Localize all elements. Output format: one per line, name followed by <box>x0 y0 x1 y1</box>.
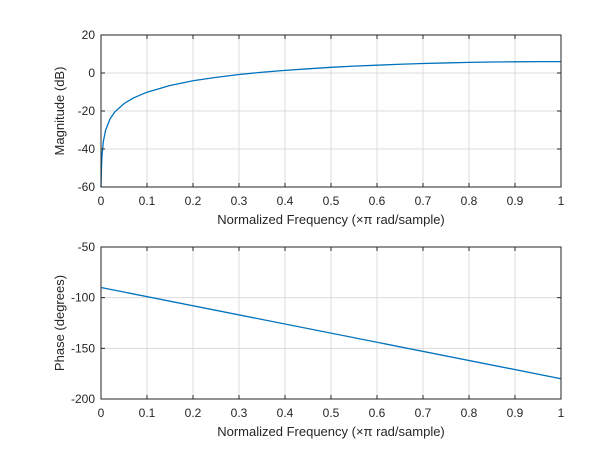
phase-y-tick-label: -100 <box>71 291 95 305</box>
magnitude-y-tick-label: 0 <box>88 66 95 80</box>
phase-x-tick-labels: 0 0.1 0.2 0.3 0.4 0.5 0.6 0.7 0.8 0.9 1 <box>98 406 565 420</box>
magnitude-x-tick-label: 0.9 <box>507 194 524 208</box>
phase-x-tick-label: 0.3 <box>231 406 248 420</box>
magnitude-axes: 0 0.1 0.2 0.3 0.4 0.5 0.6 0.7 0.8 0.9 1 -60 -40 -20 0… <box>52 28 565 227</box>
phase-ticks <box>100 246 562 400</box>
phase-x-tick-label: 0.1 <box>139 406 156 420</box>
phase-x-tick-label: 0.7 <box>415 406 432 420</box>
phase-x-tick-label: 0.8 <box>461 406 478 420</box>
magnitude-x-tick-label: 0.2 <box>185 194 202 208</box>
phase-x-tick-label: 0.2 <box>185 406 202 420</box>
magnitude-x-tick-label: 1 <box>558 194 565 208</box>
magnitude-y-tick-labels: -60 -40 -20 0 20 <box>78 28 96 194</box>
magnitude-x-tick-label: 0.5 <box>323 194 340 208</box>
phase-x-tick-label: 0.9 <box>507 406 524 420</box>
phase-x-tick-label: 0.4 <box>277 406 294 420</box>
magnitude-x-tick-label: 0.1 <box>139 194 156 208</box>
magnitude-y-tick-label: 20 <box>82 28 96 42</box>
magnitude-x-tick-label: 0 <box>98 194 105 208</box>
magnitude-y-tick-label: -40 <box>78 142 96 156</box>
phase-response-line <box>100 286 562 380</box>
phase-y-tick-label: -200 <box>71 392 95 406</box>
phase-x-tick-label: 0 <box>98 406 105 420</box>
magnitude-x-tick-label: 0.4 <box>277 194 294 208</box>
magnitude-grid <box>101 35 561 187</box>
magnitude-x-tick-label: 0.3 <box>231 194 248 208</box>
magnitude-x-tick-labels: 0 0.1 0.2 0.3 0.4 0.5 0.6 0.7 0.8 0.9 1 <box>98 194 565 208</box>
phase-y-axis-label: Phase (degrees) <box>52 275 67 371</box>
magnitude-y-tick-label: -60 <box>78 180 96 194</box>
phase-x-tick-label: 0.6 <box>369 406 386 420</box>
phase-x-tick-label: 1 <box>558 406 565 420</box>
phase-x-axis-label: Normalized Frequency (×π rad/sample) <box>217 424 445 439</box>
magnitude-y-axis-label: Magnitude (dB) <box>52 67 67 156</box>
magnitude-x-tick-label: 0.8 <box>461 194 478 208</box>
magnitude-y-tick-label: -20 <box>78 104 96 118</box>
magnitude-x-tick-label: 0.7 <box>415 194 432 208</box>
magnitude-response-line <box>100 60 561 188</box>
phase-y-tick-labels: -200 -150 -100 -50 <box>71 240 95 406</box>
phase-y-tick-label: -50 <box>78 240 96 254</box>
magnitude-ticks <box>100 34 562 188</box>
phase-axes: 0 0.1 0.2 0.3 0.4 0.5 0.6 0.7 0.8 0.9 1 -200 -150 -1… <box>52 240 565 439</box>
magnitude-x-axis-label: Normalized Frequency (×π rad/sample) <box>217 212 445 227</box>
phase-grid <box>101 247 561 399</box>
phase-y-tick-label: -150 <box>71 341 95 355</box>
phase-x-tick-label: 0.5 <box>323 406 340 420</box>
magnitude-x-tick-label: 0.6 <box>369 194 386 208</box>
